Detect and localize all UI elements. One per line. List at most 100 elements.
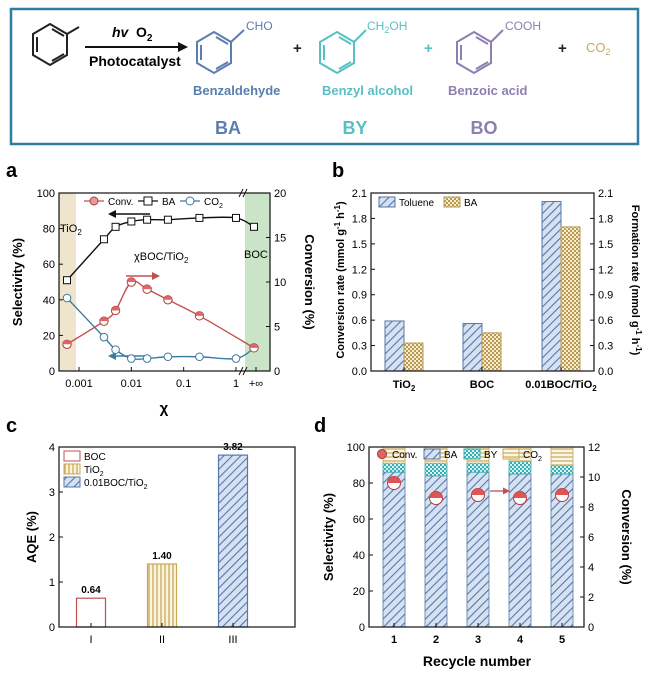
a-point-co2 [142, 354, 152, 363]
d-bar-by [382, 462, 406, 473]
a-xtick-label: 1 [233, 378, 239, 390]
benzoic-acid-structure [456, 29, 504, 75]
c-xtick-label: I [89, 634, 92, 646]
a-point-conv [249, 343, 259, 353]
b-ytick-label-right: 1.5 [598, 239, 613, 251]
legend-ba-swatch [443, 196, 461, 208]
a-point-co2 [111, 345, 120, 354]
d-ytick-label-right: 2 [588, 592, 594, 604]
a-xtick-label: 0.1 [176, 378, 191, 390]
c-bar-II [146, 563, 178, 628]
d-xtick-label: 5 [559, 634, 565, 646]
legend-d-ba-label: BA [444, 450, 458, 461]
b-bar-ba [560, 226, 581, 372]
legend-boc-swatch [63, 450, 81, 462]
a-ytick-label-right: 0 [274, 366, 280, 378]
a-ytick-label-right: 15 [274, 233, 286, 245]
a-ytick-label-left: 20 [43, 330, 55, 342]
a-ytick-label-right: 5 [274, 322, 280, 334]
d-conv-point [429, 491, 443, 505]
a-axis-break [238, 366, 244, 376]
benzyl-alcohol-name: Benzyl alcohol [322, 83, 413, 98]
o2-label: O2 [136, 24, 153, 44]
a-point-conv [99, 316, 109, 326]
a-ytick-label-left: 40 [43, 295, 55, 307]
a-ytick-label-right: 10 [274, 277, 286, 289]
a-point-conv-fill [127, 277, 136, 282]
benzaldehyde-name: Benzaldehyde [193, 83, 280, 98]
b-ytick-label-left: 1.5 [352, 239, 367, 251]
legend-composite-label: 0.01BOC/TiO2 [84, 478, 148, 491]
b-ytick-label-left: 0.6 [352, 315, 367, 327]
benzoic-acid-name: Benzoic acid [448, 83, 528, 98]
legend-ba-label: BA [162, 197, 176, 208]
by-abbr: BY [342, 118, 367, 138]
d-ytick-label-right: 10 [588, 472, 600, 484]
legend-d-conv-label: Conv. [392, 450, 417, 461]
a-point-conv-fill [111, 306, 120, 311]
legend-d-ba-swatch [423, 448, 441, 460]
d-conv-point [513, 491, 527, 505]
panel-label-b: b [332, 160, 344, 182]
legend-co2-label: CO2 [204, 197, 223, 210]
legend-tio2-label: TiO2 [84, 465, 104, 478]
a-point-conv [126, 277, 137, 287]
plus-sign-1: + [293, 40, 302, 57]
a-point-conv-fill [99, 316, 109, 322]
a-point-ba [111, 222, 120, 231]
c-value-label: 0.64 [81, 585, 101, 596]
a-point-conv [142, 284, 152, 294]
a-point-conv-fill [163, 295, 173, 300]
d-conv-point [555, 488, 569, 502]
a-point-ba [232, 213, 240, 222]
d-ytick-label-left: 0 [359, 622, 365, 634]
chart-c-ylabel: AQE (%) [24, 511, 39, 563]
chart-c-legend: BOC TiO2 0.01BOC/TiO2 [63, 450, 148, 491]
a-point-co2 [62, 293, 72, 303]
legend-co2-marker [185, 196, 195, 206]
d-ytick-label-right: 0 [588, 622, 594, 634]
a-point-co2 [163, 352, 173, 362]
b-bar-ba [403, 342, 424, 372]
benzoic-acid-group: COOH [505, 19, 541, 33]
a-point-ba [127, 217, 136, 226]
toluene-structure [32, 22, 80, 67]
d-ytick-label-right: 4 [588, 562, 594, 574]
d-bar-by [466, 462, 490, 473]
a-point-ba [195, 213, 204, 222]
chart-a-xlabel: χ [160, 400, 169, 417]
a-series-line-co2 [66, 297, 255, 360]
b-ytick-label-right: 2.1 [598, 188, 613, 200]
chart-b-ylabel-right: Formation rate (mmol g-1 h-1) [629, 205, 643, 356]
chart-a: TiO2 χBOC/TiO2 BOC Conv. BA CO2 0 20 40 60 8… [10, 188, 317, 417]
d-ytick-label-left: 80 [353, 478, 365, 490]
legend-d-by-label: BY [484, 450, 498, 461]
a-point-co2 [99, 332, 109, 342]
c-value-label: 3.82 [223, 442, 243, 453]
hv-label: hv [112, 24, 130, 40]
a-xtick-label: 0.001 [65, 378, 93, 390]
legend-tio2-swatch [63, 463, 81, 475]
a-point-co2 [231, 354, 241, 363]
c-bar-III [217, 454, 249, 628]
a-ytick-label-left: 60 [43, 259, 55, 271]
a-axis-break [242, 366, 248, 376]
d-ytick-label-left: 20 [353, 586, 365, 598]
plus-sign-2: + [424, 40, 433, 57]
legend-ba-label-b: BA [464, 198, 478, 209]
co2-product: CO2 [586, 40, 611, 57]
d-ytick-label-left: 60 [353, 514, 365, 526]
c-bar-I [75, 597, 107, 628]
c-value-label: 1.40 [152, 551, 172, 562]
chart-d-ylabel-left: Selectivity (%) [321, 493, 336, 581]
d-xtick-label: 1 [391, 634, 397, 646]
b-ytick-label-right: 1.2 [598, 264, 613, 276]
a-point-ba [163, 215, 172, 224]
d-xtick-label: 3 [475, 634, 481, 646]
chart-b-ylabel-left: Conversion rate (mmol g-1 h-1) [333, 201, 347, 359]
conv-arrow-d [490, 487, 510, 495]
region-label-mixed: χBOC/TiO2 [134, 251, 189, 265]
benzaldehyde-structure [196, 29, 245, 75]
scheme-frame [9, 7, 640, 146]
legend-boc-label: BOC [84, 452, 106, 463]
